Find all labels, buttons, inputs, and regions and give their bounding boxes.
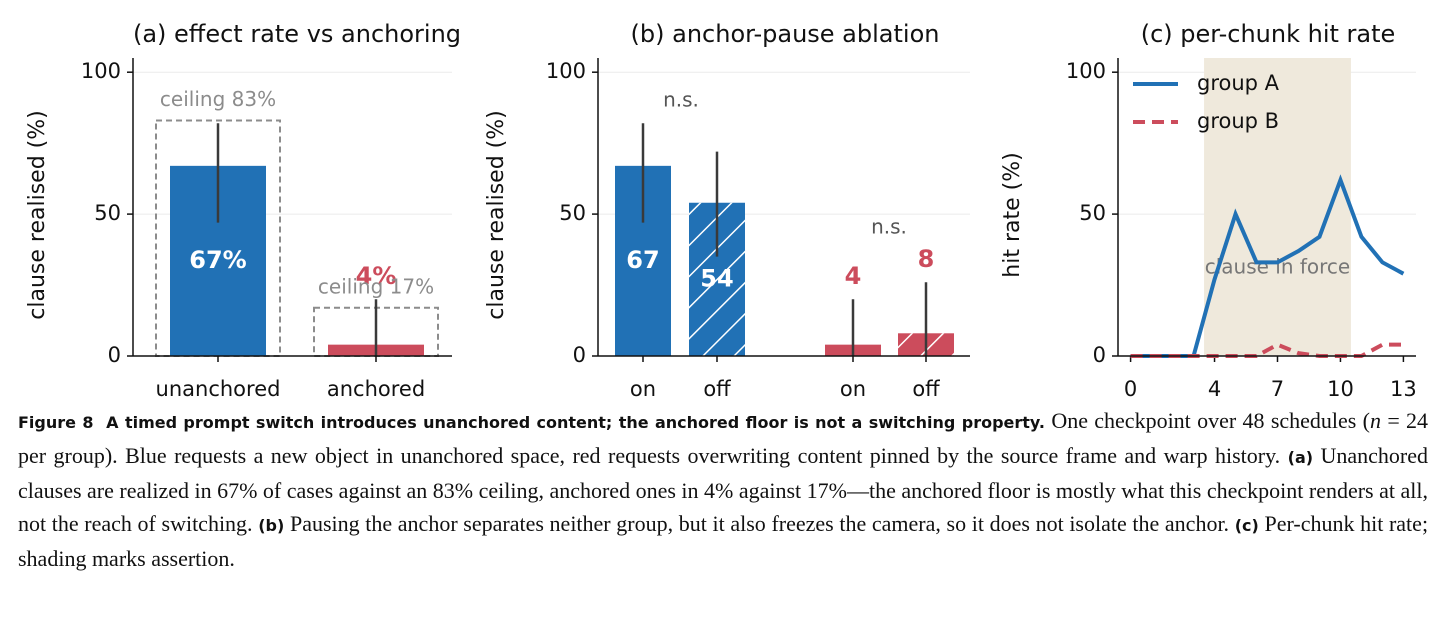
math-symbol: n	[1370, 408, 1381, 433]
panel-label: (c)	[1234, 516, 1259, 535]
chart-title: (a) effect rate vs anchoring	[133, 20, 461, 48]
y-tick-label: 0	[1093, 343, 1106, 367]
x-tick-label: 13	[1390, 377, 1417, 400]
x-tick-label: 0	[1124, 377, 1137, 400]
x-tick-label: unanchored	[156, 377, 281, 400]
caption-text: Unanchored clauses are realized in 67% o…	[18, 443, 1428, 536]
caption-text: Per-chunk hit rate; shading marks assert…	[18, 511, 1429, 571]
data-label: 67	[626, 246, 659, 274]
y-tick-label: 100	[1066, 59, 1106, 83]
y-tick-label: 0	[108, 343, 121, 367]
data-label: 4	[845, 262, 862, 290]
y-tick-label: 100	[81, 59, 121, 83]
x-tick-label: 10	[1327, 377, 1354, 400]
panel-label: (a)	[1287, 448, 1314, 467]
x-tick-label: anchored	[327, 377, 425, 400]
data-label: 54	[700, 264, 733, 292]
y-tick-label: 50	[559, 201, 586, 225]
chart-title: (c) per-chunk hit rate	[1141, 20, 1396, 48]
legend-label: group B	[1197, 109, 1279, 133]
data-label: 8	[918, 245, 935, 273]
caption-text: Pausing the anchor separates neither gro…	[289, 511, 1230, 536]
caption: Figure 8 A timed prompt switch introduce…	[18, 404, 1428, 575]
figure: (a) effect rate vs anchoring clause reali…	[25, 20, 1417, 400]
annotation: n.s.	[871, 215, 907, 239]
caption-text: One checkpoint over 48 schedules (	[1051, 408, 1370, 433]
y-tick-label: 50	[94, 201, 121, 225]
shade-label: clause in force	[1205, 255, 1351, 279]
x-tick-label: 7	[1271, 377, 1284, 400]
x-tick-label: on	[630, 377, 656, 400]
figure-label: Figure 8	[18, 413, 94, 432]
data-label: 4%	[356, 262, 397, 290]
data-label: 67%	[189, 246, 246, 274]
ceiling-label: ceiling 83%	[160, 87, 276, 111]
annotation: n.s.	[663, 88, 699, 112]
panel-label: (b)	[258, 516, 285, 535]
x-tick-label: off	[912, 377, 940, 400]
legend-label: group A	[1197, 71, 1280, 95]
y-tick-label: 0	[573, 343, 586, 367]
shade-region	[1204, 58, 1351, 356]
y-tick-label: 100	[546, 59, 586, 83]
caption-text: = 24 per group). Blue requests a new obj…	[18, 408, 1429, 468]
x-tick-label: off	[703, 377, 731, 400]
y-axis-label: clause realised (%)	[25, 110, 50, 319]
y-tick-label: 50	[1079, 201, 1106, 225]
caption-title: A timed prompt switch introduces unancho…	[106, 413, 1045, 432]
ceiling-label: ceiling 17%	[318, 274, 434, 298]
chart-title: (b) anchor-pause ablation	[631, 20, 940, 48]
x-tick-label: on	[840, 377, 866, 400]
y-axis-label: clause realised (%)	[484, 110, 509, 319]
x-tick-label: 4	[1208, 377, 1221, 400]
y-axis-label: hit rate (%)	[1000, 152, 1025, 277]
